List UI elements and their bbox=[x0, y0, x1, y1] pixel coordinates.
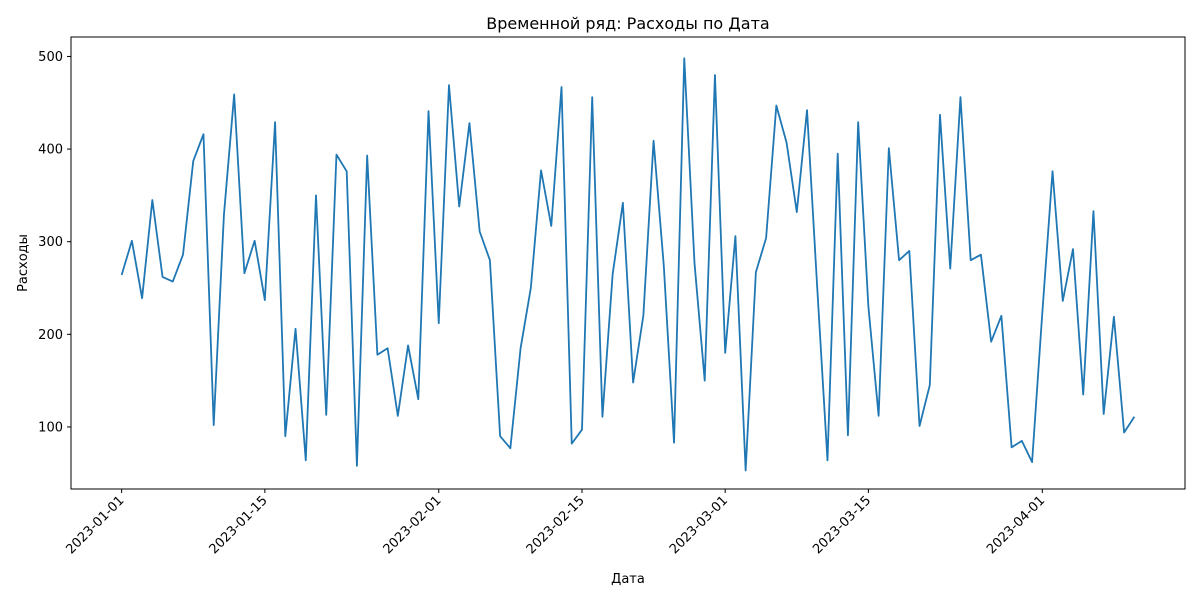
y-tick-label: 100 bbox=[38, 420, 63, 435]
y-tick-label: 200 bbox=[38, 328, 63, 343]
y-tick-label: 500 bbox=[38, 50, 63, 65]
y-tick-label: 400 bbox=[38, 143, 63, 158]
y-tick-label: 300 bbox=[38, 235, 63, 250]
plot-frame bbox=[70, 36, 1186, 490]
x-tick-label: 2023-02-15 bbox=[524, 493, 588, 557]
x-tick-label: 2023-01-15 bbox=[207, 493, 271, 557]
y-axis-label: Расходы bbox=[16, 234, 31, 292]
x-tick-label: 2023-02-01 bbox=[381, 493, 445, 557]
x-tick-label: 2023-01-01 bbox=[63, 493, 127, 557]
series-line bbox=[120, 57, 1136, 472]
x-tick-label: 2023-03-01 bbox=[667, 493, 731, 557]
x-axis-label: Дата bbox=[611, 572, 645, 587]
x-tick-label: 2023-04-01 bbox=[984, 493, 1048, 557]
chart-title: Временной ряд: Расходы по Дата bbox=[486, 14, 769, 33]
x-tick-label: 2023-03-15 bbox=[810, 493, 874, 557]
